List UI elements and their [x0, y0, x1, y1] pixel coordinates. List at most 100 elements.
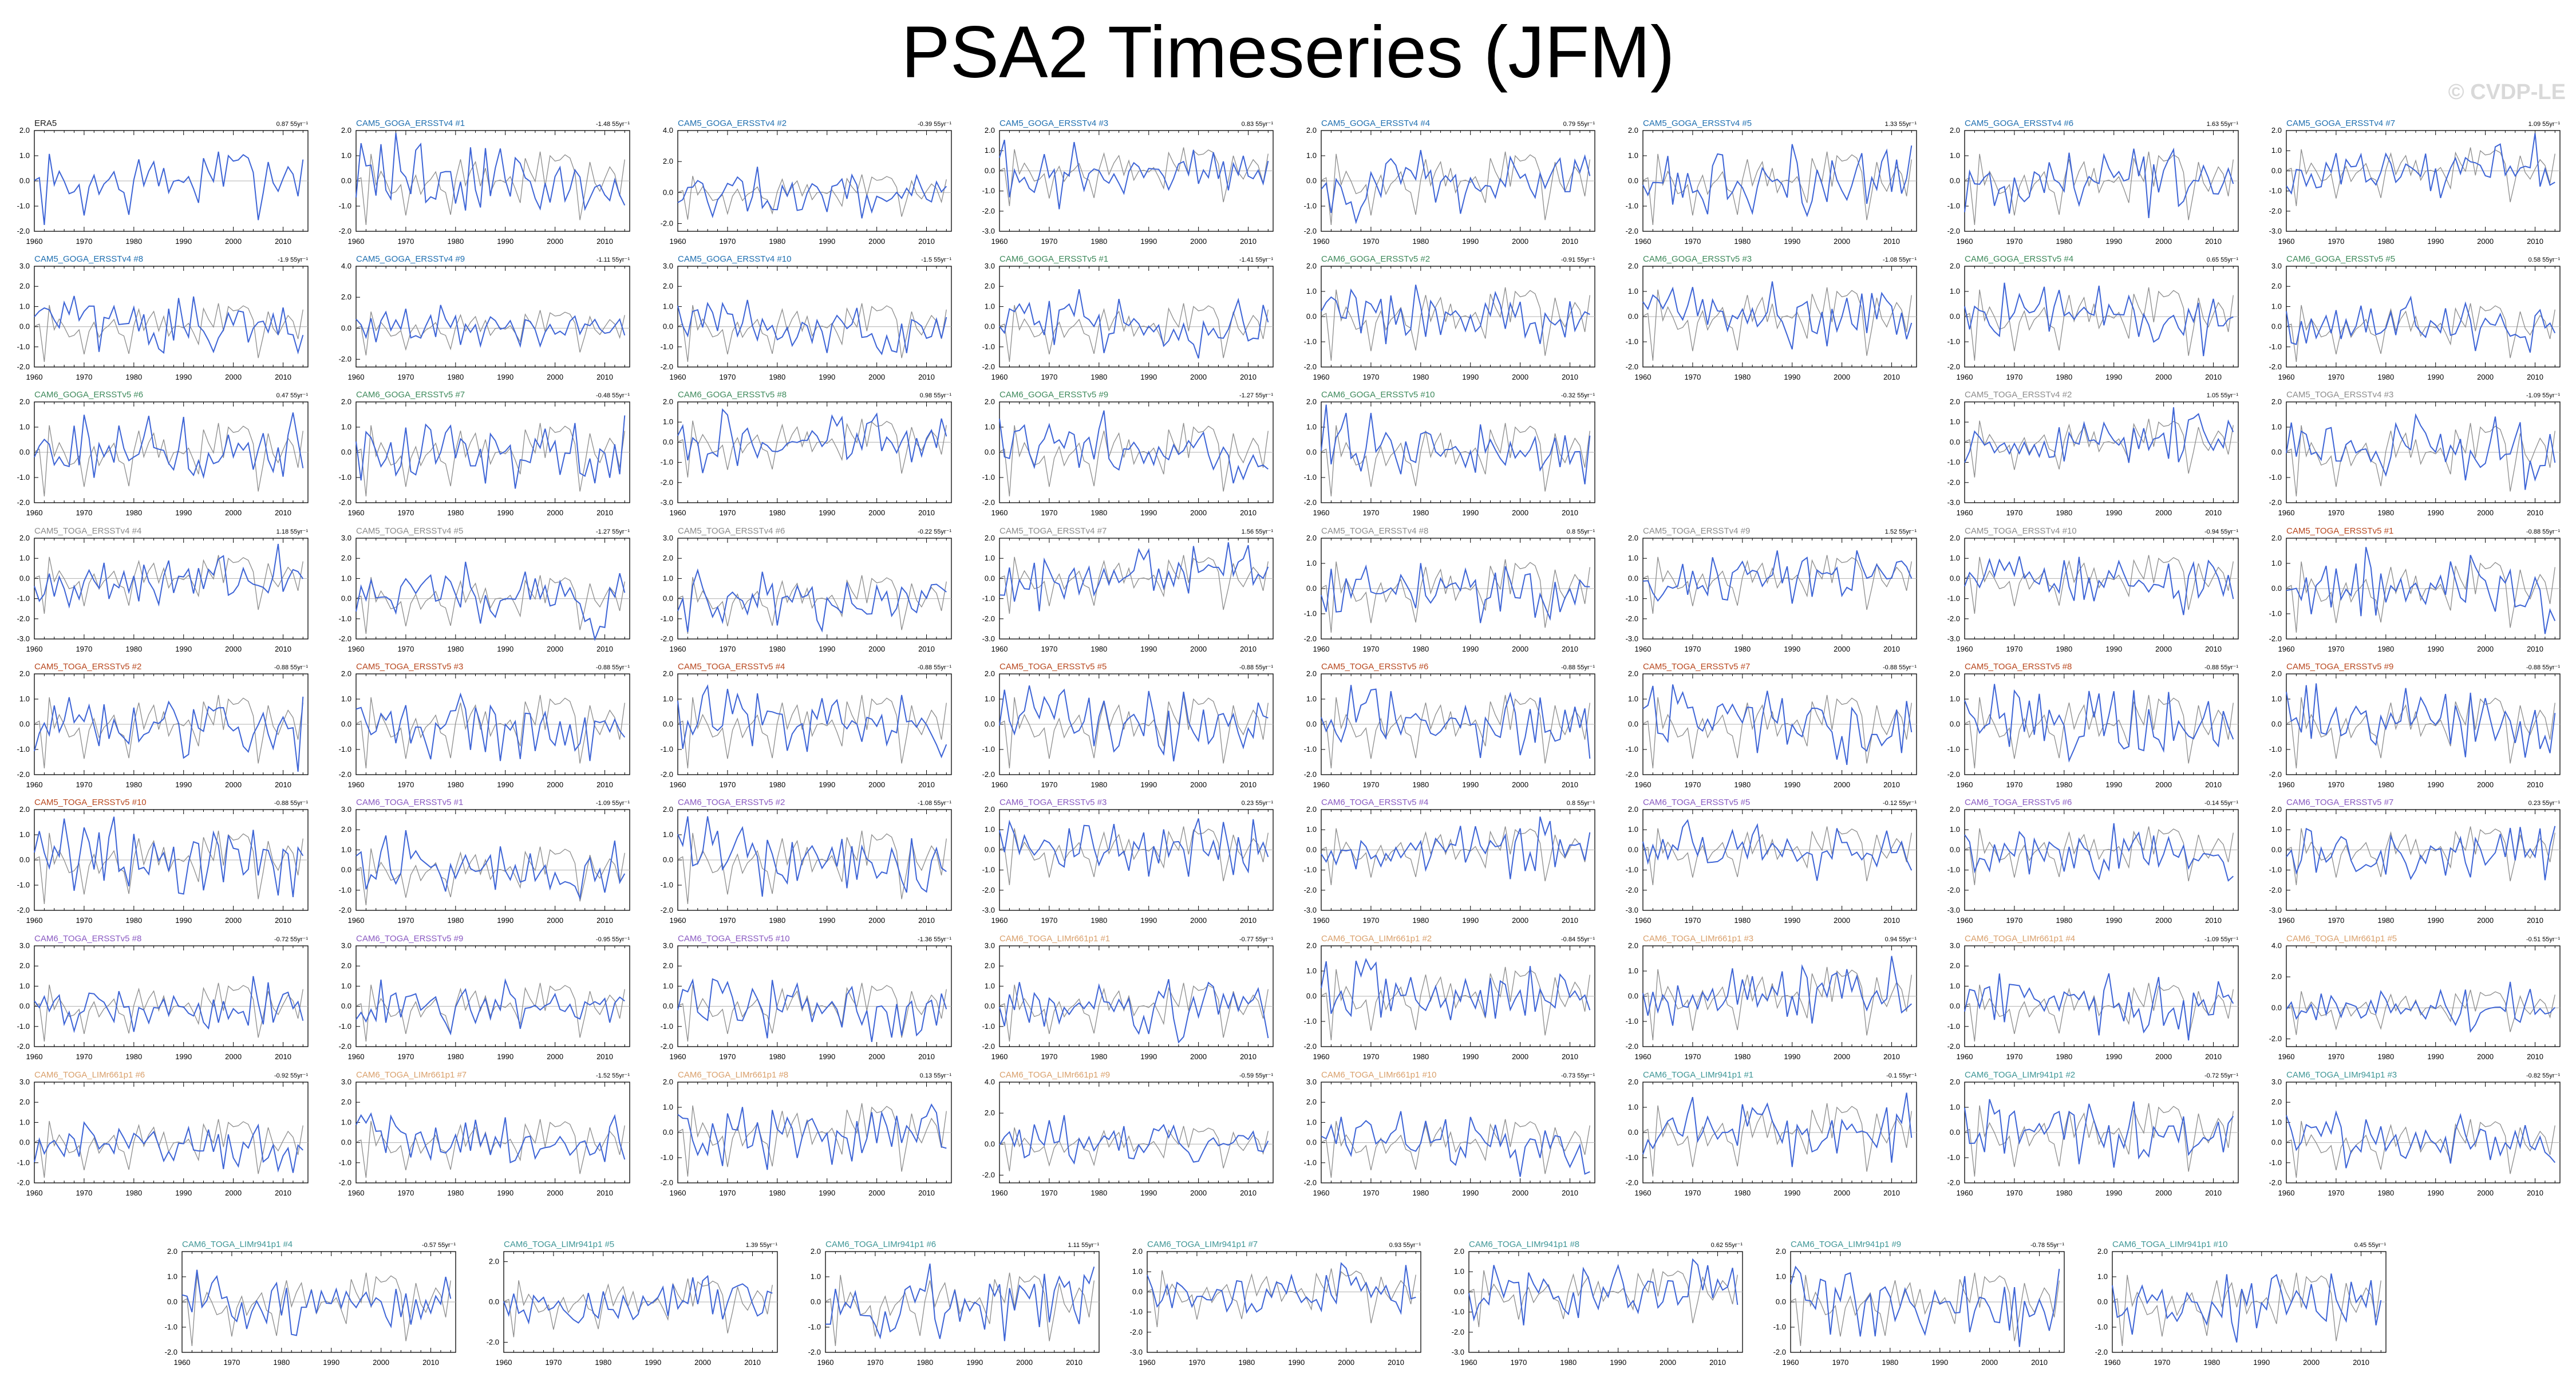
x-tick-label: 2010 [1562, 780, 1578, 789]
observed-series-line [355, 982, 625, 1042]
y-tick-label: 0.0 [663, 1002, 673, 1011]
y-tick-label: 1.0 [2271, 423, 2282, 431]
panel-trend: 0.23 55yr⁻¹ [1242, 800, 1274, 807]
y-tick-label: -2.0 [339, 906, 351, 914]
y-tick-label: 1.0 [985, 825, 995, 834]
x-tick-label: 1960 [1957, 508, 1973, 517]
timeseries-panel: CAM5_TOGA_ERSSTv4 #2 1.05 55yr⁻¹ 2.0 1.0 0.0… [1947, 390, 2239, 517]
y-tick-label: 0.0 [985, 845, 995, 854]
panel-label: CAM5_TOGA_ERSSTv5 #7 [1643, 662, 1750, 672]
x-tick-label: 2010 [918, 780, 935, 789]
x-tick-label: 1980 [769, 1189, 785, 1197]
x-tick-label: 2000 [1512, 508, 1528, 517]
timeseries-panel: CAM6_TOGA_LIMr661p1 #7 -1.52 55yr⁻¹ 3.0 2.0… [339, 1070, 630, 1197]
observed-series-line [1321, 826, 1590, 885]
observed-series-line [1642, 151, 1912, 225]
x-tick-label: 1960 [670, 780, 686, 789]
y-tick-label: 0.0 [663, 188, 673, 196]
y-tick-label: 0.0 [341, 1002, 351, 1011]
y-tick-label: 1.0 [2271, 302, 2282, 310]
panel-trend: -0.22 55yr⁻¹ [918, 528, 951, 535]
y-tick-label: 2.0 [2271, 669, 2282, 678]
y-tick-label: 2.0 [663, 282, 673, 290]
y-tick-label: -1.0 [2269, 1158, 2282, 1167]
panel-label: CAM6_GOGA_ERSSTv5 #2 [1321, 254, 1430, 264]
timeseries-panel: CAM6_GOGA_ERSSTv5 #6 0.47 55yr⁻¹ 2.0 1.0 0.0… [17, 390, 309, 517]
x-tick-label: 2010 [2527, 373, 2543, 381]
timeseries-panel: CAM5_TOGA_ERSSTv4 #4 1.18 55yr⁻¹ 2.0 1.0 0.0… [17, 526, 309, 653]
y-tick-label: 2.0 [1950, 1078, 1960, 1086]
x-tick-label: 2000 [1834, 645, 1850, 653]
x-tick-label: 1980 [769, 508, 785, 517]
panel-label: CAM5_TOGA_ERSSTv4 #5 [356, 526, 463, 536]
y-tick-label: 2.0 [2271, 805, 2282, 814]
y-tick-label: 2.0 [663, 554, 673, 562]
y-tick-label: -1.0 [1947, 1153, 1960, 1162]
x-tick-label: 1970 [1362, 1052, 1379, 1061]
x-tick-label: 1970 [397, 1052, 414, 1061]
y-tick-label: 0.0 [1950, 1002, 1960, 1011]
x-tick-label: 2000 [225, 780, 242, 789]
x-tick-label: 1980 [1412, 645, 1429, 653]
y-tick-label: 3.0 [2271, 1078, 2282, 1086]
member-series-line [999, 289, 1269, 359]
y-tick-label: 1.0 [1950, 151, 1960, 160]
x-tick-label: 1990 [1784, 1052, 1800, 1061]
x-tick-label: 1970 [1041, 1052, 1057, 1061]
y-tick-label: -2.0 [339, 1042, 351, 1051]
x-tick-label: 1990 [1462, 1189, 1479, 1197]
observed-series-line [999, 555, 1269, 614]
panel-label: CAM6_GOGA_ERSSTv5 #3 [1643, 254, 1752, 264]
y-tick-label: 2.0 [341, 293, 351, 301]
x-tick-label: 1960 [991, 508, 1008, 517]
member-series-line [1321, 149, 1591, 224]
observed-series-line [1321, 966, 1590, 1040]
x-tick-label: 1990 [2105, 373, 2122, 381]
x-tick-label: 2010 [2527, 780, 2543, 789]
member-series-line [1964, 684, 2234, 763]
x-tick-label: 1980 [447, 373, 464, 381]
y-tick-label: -2.0 [1626, 1042, 1638, 1051]
x-tick-label: 1980 [125, 508, 142, 517]
y-tick-label: -2.0 [1304, 362, 1317, 371]
timeseries-panel: CAM6_TOGA_LIMr661p1 #10 -0.73 55yr⁻¹ 3.0 2.… [1304, 1070, 1595, 1197]
x-tick-label: 1960 [2278, 1052, 2295, 1061]
x-tick-label: 2010 [918, 916, 935, 925]
x-tick-label: 1960 [348, 508, 365, 517]
timeseries-panel: CAM5_TOGA_ERSSTv5 #2 -0.88 55yr⁻¹ 2.0 1.0 0.… [17, 662, 309, 789]
panel-trend: -0.12 55yr⁻¹ [1883, 800, 1917, 807]
timeseries-panel: CAM6_TOGA_ERSSTv5 #5 -0.12 55yr⁻¹ 2.0 1.0 0.… [1626, 798, 1917, 925]
y-tick-label: 3.0 [663, 534, 673, 542]
member-series-line [1964, 407, 2234, 463]
y-tick-label: -1.0 [339, 1158, 351, 1167]
x-tick-label: 1970 [719, 780, 736, 789]
y-tick-label: 0.0 [341, 176, 351, 185]
page-title: PSA2 Timeseries (JFM) [901, 11, 1675, 93]
y-tick-label: 3.0 [341, 534, 351, 542]
x-tick-label: 2010 [1240, 237, 1257, 246]
panel-trend: 0.58 55yr⁻¹ [2528, 257, 2561, 263]
x-tick-label: 1970 [719, 373, 736, 381]
x-tick-label: 2000 [1834, 916, 1850, 925]
x-tick-label: 1990 [175, 237, 192, 246]
y-tick-label: -2.0 [17, 227, 30, 235]
y-tick-label: 0.0 [341, 448, 351, 456]
cvdp-watermark: © CVDP-LE [2448, 80, 2566, 104]
x-tick-label: 1980 [769, 780, 785, 789]
y-tick-label: 2.0 [663, 157, 673, 165]
x-tick-label: 1970 [2328, 645, 2344, 653]
y-tick-label: -2.0 [17, 770, 30, 779]
y-tick-label: 0.0 [2271, 1003, 2282, 1012]
panel-trend: -0.88 55yr⁻¹ [2526, 664, 2560, 671]
x-tick-label: 1960 [1957, 916, 1973, 925]
observed-series-line [355, 575, 625, 634]
y-tick-label: -2.0 [1626, 770, 1638, 779]
panel-label: CAM5_TOGA_ERSSTv4 #3 [2286, 390, 2393, 400]
x-tick-label: 2000 [2477, 373, 2494, 381]
member-series-line [34, 816, 304, 898]
y-tick-label: -2.0 [1947, 1042, 1960, 1051]
y-tick-label: -3.0 [982, 227, 995, 235]
y-tick-label: 2.0 [1950, 961, 1960, 970]
y-tick-label: -1.0 [982, 473, 995, 482]
x-tick-label: 2000 [2477, 645, 2494, 653]
